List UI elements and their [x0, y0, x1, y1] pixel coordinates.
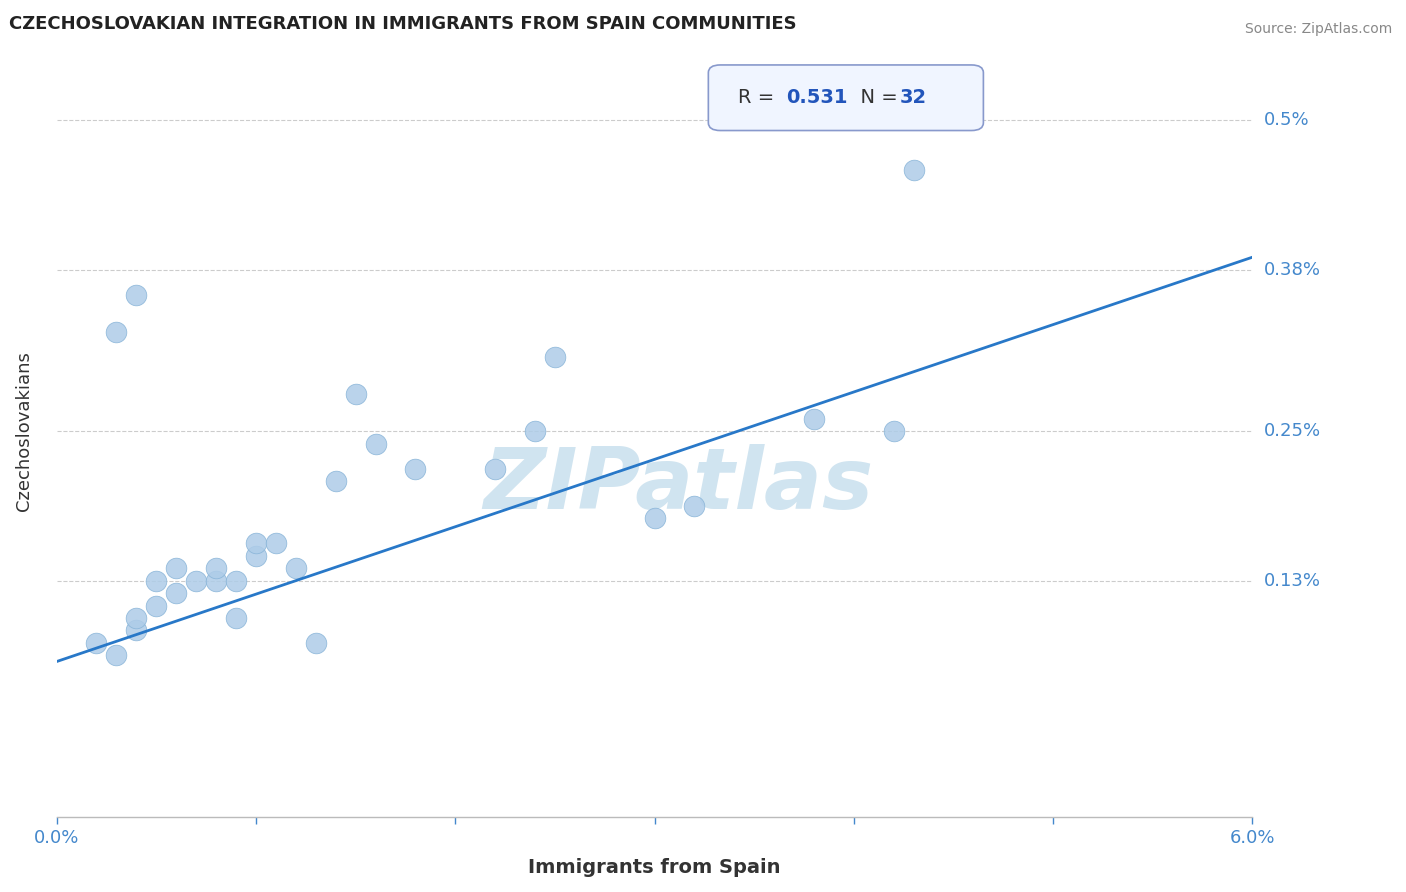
- Point: [484, 461, 506, 475]
- Point: [264, 536, 287, 550]
- Point: [165, 586, 187, 600]
- Point: [105, 325, 128, 339]
- X-axis label: Immigrants from Spain: Immigrants from Spain: [529, 858, 780, 877]
- Point: [125, 287, 148, 301]
- Y-axis label: Czechoslovakians: Czechoslovakians: [15, 351, 32, 511]
- Text: CZECHOSLOVAKIAN INTEGRATION IN IMMIGRANTS FROM SPAIN COMMUNITIES: CZECHOSLOVAKIAN INTEGRATION IN IMMIGRANT…: [8, 15, 796, 33]
- Text: ZIPatlas: ZIPatlas: [484, 444, 873, 527]
- Point: [284, 561, 307, 575]
- Text: R =: R =: [738, 88, 780, 107]
- FancyBboxPatch shape: [709, 65, 983, 130]
- Point: [883, 425, 905, 439]
- Text: 0.5%: 0.5%: [1264, 112, 1309, 129]
- Point: [364, 437, 387, 451]
- Point: [225, 574, 247, 588]
- Point: [125, 611, 148, 625]
- Point: [145, 599, 167, 613]
- Point: [344, 387, 367, 401]
- Text: 0.38%: 0.38%: [1264, 260, 1320, 278]
- Point: [544, 350, 567, 364]
- Point: [245, 536, 267, 550]
- Point: [523, 425, 546, 439]
- Point: [125, 624, 148, 638]
- Point: [205, 574, 228, 588]
- Point: [803, 412, 825, 426]
- Point: [105, 648, 128, 663]
- Text: 32: 32: [900, 88, 927, 107]
- Point: [86, 636, 108, 650]
- Point: [225, 611, 247, 625]
- Point: [325, 474, 347, 488]
- Point: [903, 163, 925, 178]
- Point: [683, 499, 706, 513]
- Text: Source: ZipAtlas.com: Source: ZipAtlas.com: [1244, 22, 1392, 37]
- Text: 0.13%: 0.13%: [1264, 572, 1320, 590]
- Point: [205, 561, 228, 575]
- Point: [145, 574, 167, 588]
- Text: 0.531: 0.531: [786, 88, 848, 107]
- Point: [305, 636, 328, 650]
- Text: 0.25%: 0.25%: [1264, 423, 1320, 441]
- Point: [184, 574, 207, 588]
- Point: [245, 549, 267, 563]
- Point: [165, 561, 187, 575]
- Point: [644, 511, 666, 525]
- Point: [404, 461, 426, 475]
- Text: N =: N =: [848, 88, 904, 107]
